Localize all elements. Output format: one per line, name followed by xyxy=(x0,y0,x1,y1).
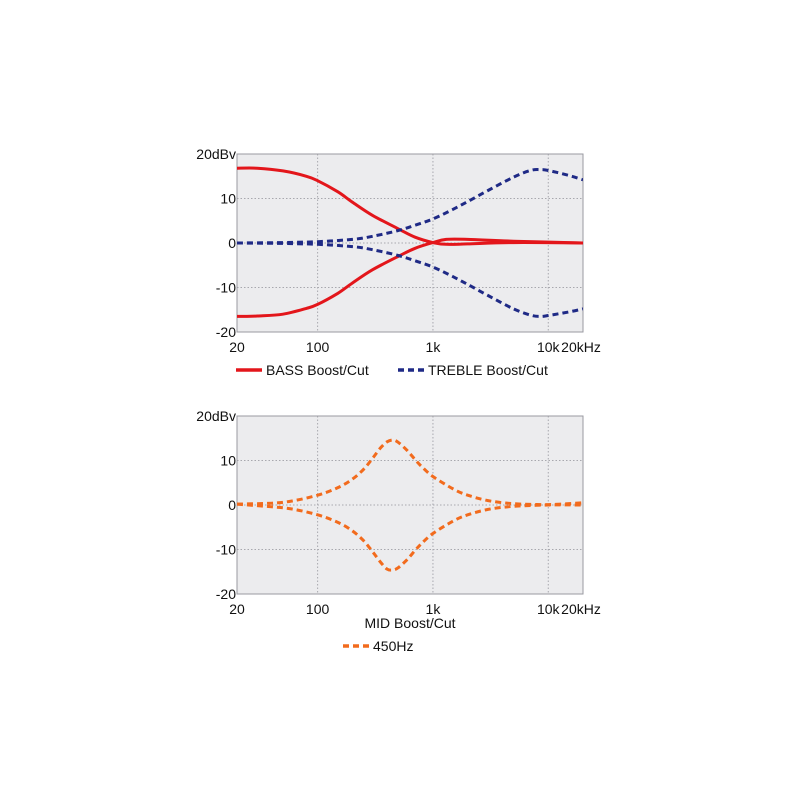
y-tick-label: -20 xyxy=(216,324,236,340)
series-line-4 xyxy=(237,241,583,318)
y-tick-label: -10 xyxy=(216,542,236,558)
x-tick-label: 20kHz xyxy=(561,339,601,355)
series-line-2 xyxy=(237,502,583,572)
y-tick-label: 20dBv xyxy=(196,146,236,162)
y-tick-label: 20dBv xyxy=(196,408,236,424)
legend-label: BASS Boost/Cut xyxy=(266,362,369,378)
x-tick-label: 1k xyxy=(426,601,442,617)
legend-label: 450Hz xyxy=(373,638,413,654)
x-tick-label: 10k xyxy=(537,601,561,617)
x-tick-label: 1k xyxy=(426,339,442,355)
series-line-1 xyxy=(237,166,583,246)
x-tick-label: 100 xyxy=(306,601,330,617)
series-line-1 xyxy=(237,438,583,507)
x-tick-label: 20 xyxy=(229,601,245,617)
y-tick-label: 10 xyxy=(220,191,236,207)
x-tick-label: 100 xyxy=(306,339,330,355)
y-tick-label: 0 xyxy=(228,497,236,513)
x-tick-label: 20 xyxy=(229,339,245,355)
x-tick-label: 20kHz xyxy=(561,601,601,617)
y-tick-label: -10 xyxy=(216,280,236,296)
legend-title: MID Boost/Cut xyxy=(364,615,455,631)
y-tick-label: 10 xyxy=(220,453,236,469)
legend-label: TREBLE Boost/Cut xyxy=(428,362,548,378)
series-line-3 xyxy=(237,168,583,245)
y-tick-label: 0 xyxy=(228,235,236,251)
series-line-2 xyxy=(237,237,583,318)
y-tick-label: -20 xyxy=(216,586,236,602)
x-tick-label: 10k xyxy=(537,339,561,355)
